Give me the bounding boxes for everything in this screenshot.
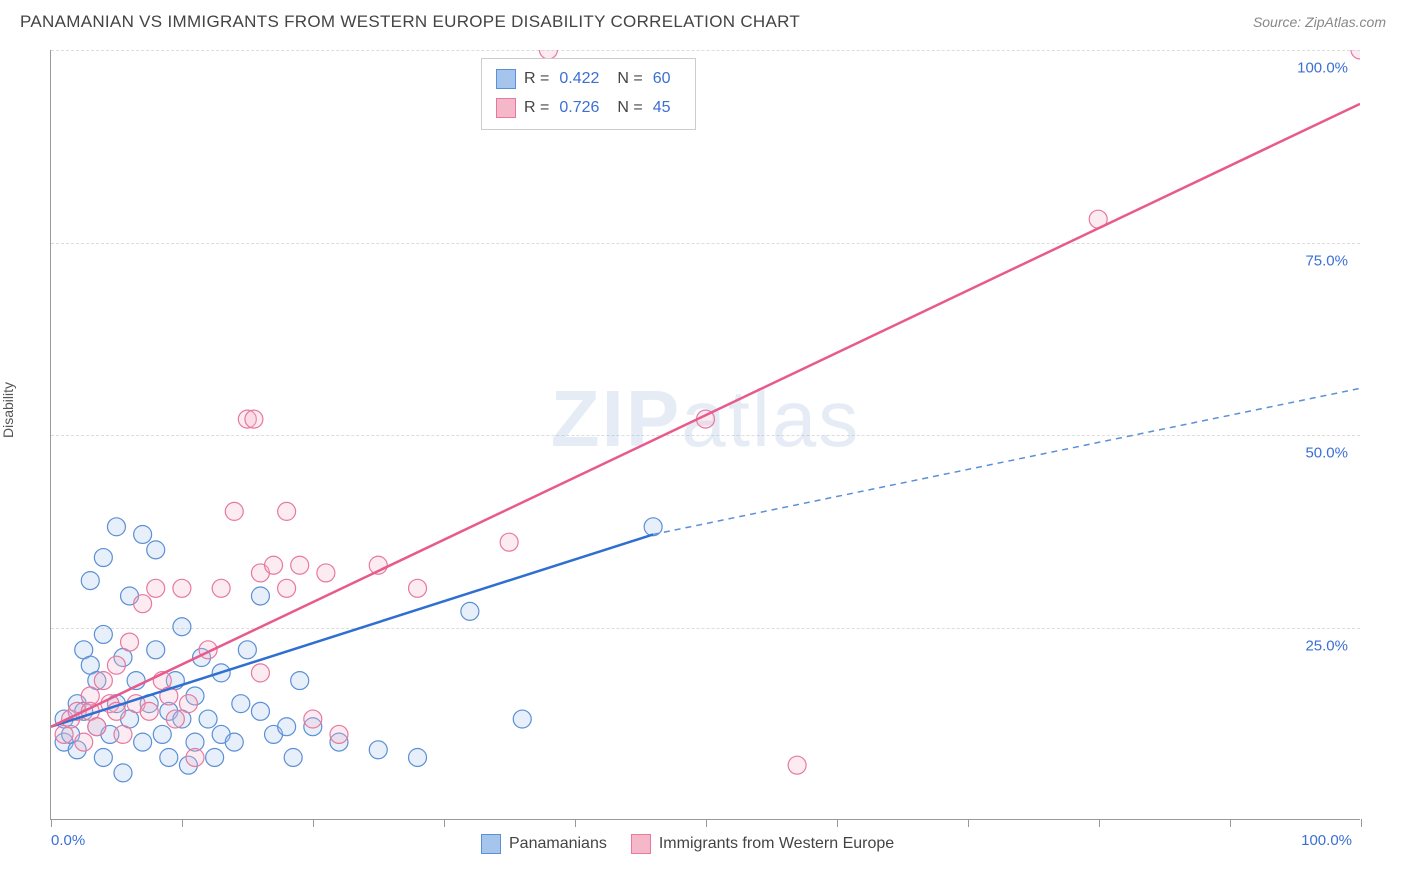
plot-svg [51,50,1360,819]
x-tick [51,819,52,827]
legend-item-1: Panamanians [481,834,607,854]
r-label: R = [524,94,549,123]
stats-row-1: R = 0.422 N = 60 [496,65,681,94]
stats-swatch-pink [496,98,516,118]
n-value-1: 60 [653,65,671,94]
r-value-2: 0.726 [559,94,599,123]
legend-label-1: Panamanians [509,835,607,853]
x-tick [837,819,838,827]
series-legend: Panamanians Immigrants from Western Euro… [481,834,894,854]
plot-region: ZIPatlas R = 0.422 N = 60 R = 0.726 N = … [50,50,1360,820]
x-tick [1361,819,1362,827]
x-tick [313,819,314,827]
stats-swatch-blue [496,69,516,89]
x-tick [1230,819,1231,827]
n-label: N = [617,94,642,123]
n-label: N = [617,65,642,94]
stats-row-2: R = 0.726 N = 45 [496,94,681,123]
x-tick [1099,819,1100,827]
x-tick-label: 100.0% [1301,832,1352,849]
x-tick [182,819,183,827]
x-tick [706,819,707,827]
chart-title: PANAMANIAN VS IMMIGRANTS FROM WESTERN EU… [20,12,800,32]
r-label: R = [524,65,549,94]
legend-swatch-pink [631,834,651,854]
x-tick [444,819,445,827]
x-tick [968,819,969,827]
legend-item-2: Immigrants from Western Europe [631,834,894,854]
n-value-2: 45 [653,94,671,123]
legend-swatch-blue [481,834,501,854]
y-axis-label: Disability [0,382,16,438]
legend-label-2: Immigrants from Western Europe [659,835,894,853]
x-tick [575,819,576,827]
source-label: Source: ZipAtlas.com [1253,14,1386,30]
r-value-1: 0.422 [559,65,599,94]
chart-area: ZIPatlas R = 0.422 N = 60 R = 0.726 N = … [50,50,1360,820]
stats-legend: R = 0.422 N = 60 R = 0.726 N = 45 [481,58,696,130]
x-tick-label: 0.0% [51,832,85,849]
